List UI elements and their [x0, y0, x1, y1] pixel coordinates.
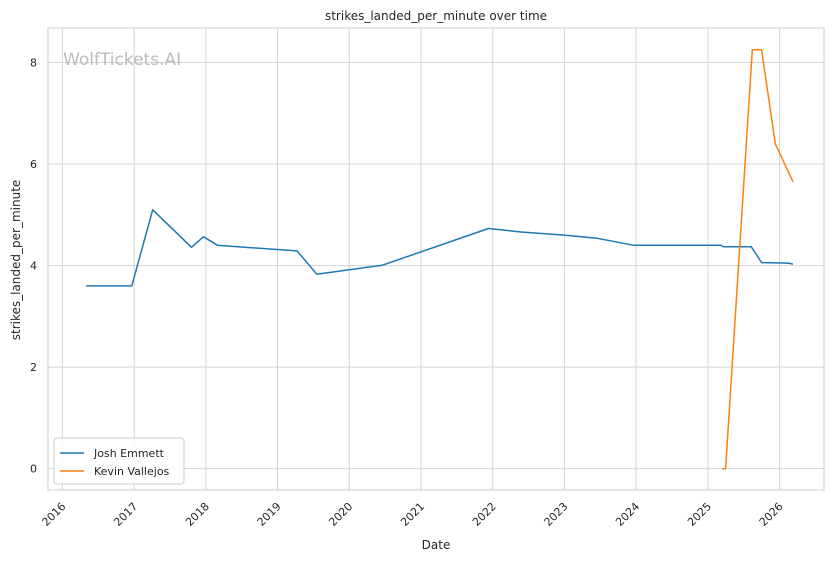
x-tick-label: 2019 [255, 500, 284, 529]
y-tick-label: 0 [30, 463, 37, 476]
x-axis-title: Date [422, 538, 451, 552]
y-tick-label: 2 [30, 361, 37, 374]
x-tick-label: 2025 [685, 500, 714, 529]
x-tick-label: 2021 [398, 500, 427, 529]
x-tick-label: 2018 [183, 500, 212, 529]
legend-label: Kevin Vallejos [94, 465, 170, 478]
x-tick-label: 2022 [470, 500, 499, 529]
x-tick-label: 2024 [613, 500, 642, 529]
legend: Josh Emmett Kevin Vallejos [53, 437, 185, 485]
y-tick-labels: 0 2 4 6 8 [30, 57, 37, 476]
grid-lines [48, 28, 824, 490]
series-line-josh-emmett [86, 209, 794, 287]
series-line-kevin-vallejos [722, 49, 794, 470]
x-tick-label: 2016 [39, 500, 68, 529]
y-axis-title: strikes_landed_per_minute [9, 180, 23, 341]
x-tick-label: 2026 [757, 500, 786, 529]
legend-label: Josh Emmett [93, 447, 165, 460]
x-tick-labels: 2016 2017 2018 2019 2020 2021 2022 2023 2024 2025… [39, 500, 785, 529]
chart-title: strikes_landed_per_minute over time [325, 9, 547, 23]
y-tick-label: 6 [30, 158, 37, 171]
y-tick-label: 8 [30, 57, 37, 70]
y-tick-label: 4 [30, 260, 37, 273]
x-tick-label: 2023 [542, 500, 571, 529]
series-layer [86, 49, 794, 470]
watermark: WolfTickets.AI [63, 50, 181, 70]
x-tick-label: 2017 [111, 500, 140, 529]
plot-frame [47, 27, 825, 491]
legend-box [53, 437, 185, 485]
x-tick-label: 2020 [326, 500, 355, 529]
